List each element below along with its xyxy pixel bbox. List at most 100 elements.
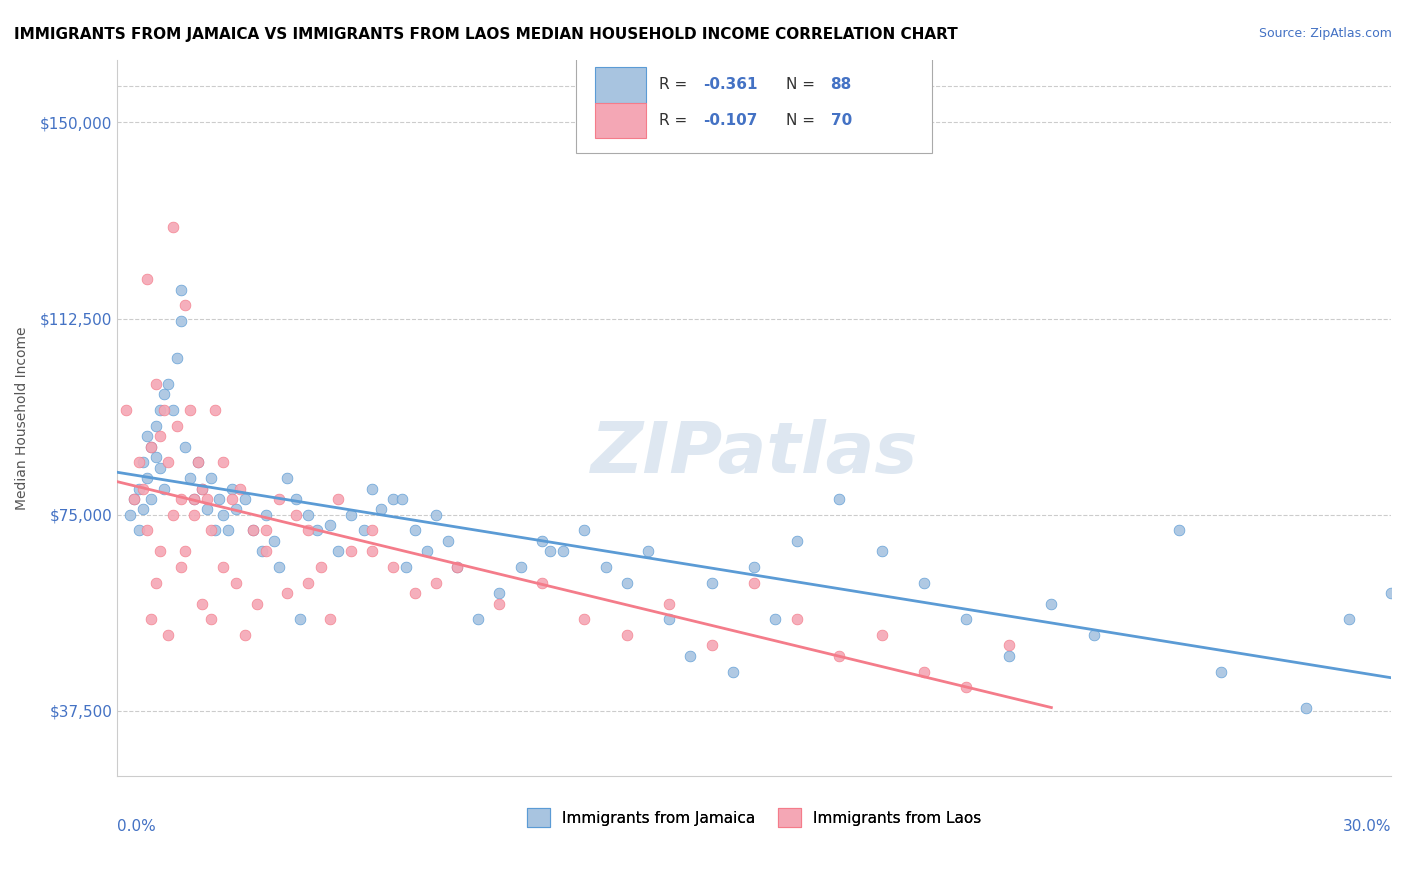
Point xyxy=(1040,597,1063,611)
Point xyxy=(195,502,218,516)
Point xyxy=(191,597,214,611)
Point xyxy=(250,544,273,558)
Point xyxy=(195,491,218,506)
Point xyxy=(145,450,167,464)
Point xyxy=(153,387,176,401)
Text: ZIPatlas: ZIPatlas xyxy=(591,419,918,488)
Point xyxy=(326,491,349,506)
FancyBboxPatch shape xyxy=(595,67,645,103)
Point xyxy=(233,491,256,506)
Point xyxy=(179,403,201,417)
Point xyxy=(145,575,167,590)
Point xyxy=(149,403,172,417)
Point xyxy=(276,586,298,600)
Point xyxy=(225,575,247,590)
Point xyxy=(136,524,159,538)
Point xyxy=(700,575,723,590)
Point xyxy=(212,508,235,522)
Point xyxy=(912,665,935,679)
Point xyxy=(340,544,363,558)
Point xyxy=(221,491,243,506)
Point xyxy=(658,612,681,626)
Point xyxy=(267,560,290,574)
Point xyxy=(998,648,1021,663)
Point xyxy=(200,471,222,485)
Point xyxy=(153,482,176,496)
Point xyxy=(229,482,252,496)
Point xyxy=(955,612,977,626)
Point xyxy=(1379,586,1402,600)
Point xyxy=(145,418,167,433)
Point xyxy=(208,491,231,506)
Point xyxy=(162,508,184,522)
Point xyxy=(382,560,405,574)
Point xyxy=(141,440,163,454)
Point xyxy=(721,665,744,679)
Point xyxy=(416,544,439,558)
Point xyxy=(149,460,172,475)
Point xyxy=(254,544,277,558)
Point xyxy=(309,560,332,574)
Point xyxy=(132,482,155,496)
Point xyxy=(326,544,349,558)
Point xyxy=(361,482,384,496)
Point xyxy=(786,533,808,548)
Point xyxy=(187,455,209,469)
Point xyxy=(166,418,188,433)
Point xyxy=(616,628,638,642)
Point xyxy=(212,560,235,574)
Point xyxy=(128,524,150,538)
Point xyxy=(574,612,596,626)
Text: N =: N = xyxy=(786,78,820,92)
Point xyxy=(1295,701,1317,715)
Point xyxy=(361,524,384,538)
Point xyxy=(595,560,617,574)
Point xyxy=(404,586,426,600)
Point xyxy=(574,524,596,538)
Point xyxy=(136,272,159,286)
Point xyxy=(742,560,765,574)
Point xyxy=(340,508,363,522)
Point xyxy=(136,429,159,443)
Point xyxy=(998,639,1021,653)
Point xyxy=(284,491,307,506)
Point xyxy=(488,586,510,600)
Point xyxy=(204,524,226,538)
Point xyxy=(254,524,277,538)
Point xyxy=(124,491,146,506)
Point xyxy=(425,575,447,590)
Point xyxy=(305,524,328,538)
Point xyxy=(242,524,264,538)
Point xyxy=(658,597,681,611)
Point xyxy=(391,491,413,506)
Point xyxy=(353,524,375,538)
Point xyxy=(187,455,209,469)
Point xyxy=(124,491,146,506)
Point xyxy=(297,524,319,538)
Point xyxy=(276,471,298,485)
Point xyxy=(679,648,702,663)
Point xyxy=(141,491,163,506)
Text: 88: 88 xyxy=(831,78,852,92)
Point xyxy=(467,612,489,626)
Y-axis label: Median Household Income: Median Household Income xyxy=(15,326,30,509)
Point xyxy=(912,575,935,590)
Text: -0.361: -0.361 xyxy=(703,78,758,92)
Point xyxy=(742,575,765,590)
Point xyxy=(763,612,786,626)
Point xyxy=(318,612,340,626)
Text: Source: ZipAtlas.com: Source: ZipAtlas.com xyxy=(1258,27,1392,40)
Text: R =: R = xyxy=(658,113,692,128)
Point xyxy=(170,314,193,328)
Point xyxy=(174,440,197,454)
Point xyxy=(637,544,659,558)
Point xyxy=(284,508,307,522)
Point xyxy=(955,680,977,694)
Point xyxy=(530,533,553,548)
Point xyxy=(183,491,205,506)
Point xyxy=(128,482,150,496)
Point xyxy=(1211,665,1233,679)
Point xyxy=(437,533,460,548)
Point xyxy=(382,491,405,506)
Point xyxy=(191,482,214,496)
